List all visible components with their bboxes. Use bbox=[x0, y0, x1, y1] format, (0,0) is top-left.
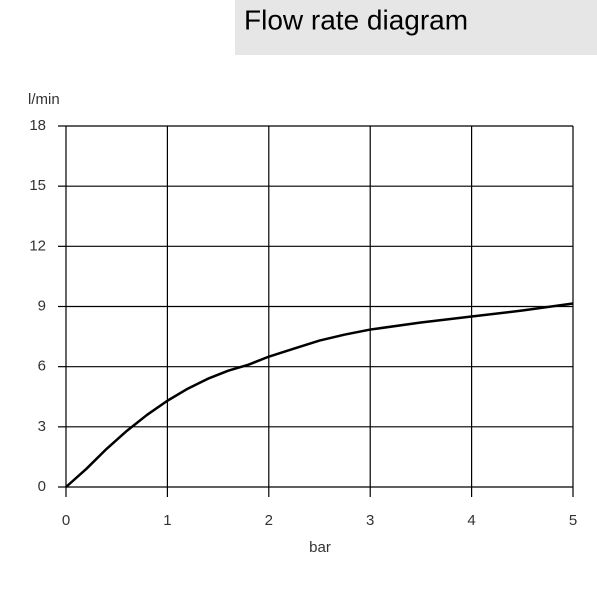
x-tick-label: 5 bbox=[569, 512, 577, 529]
y-tick-label: 15 bbox=[29, 177, 46, 194]
x-axis-label: bar bbox=[309, 539, 331, 556]
y-tick-label: 18 bbox=[29, 117, 46, 134]
x-tick-label: 2 bbox=[265, 512, 273, 529]
x-tick-label: 1 bbox=[163, 512, 171, 529]
y-tick-label: 6 bbox=[38, 358, 46, 375]
y-tick-label: 12 bbox=[29, 237, 46, 254]
title-box bbox=[235, 0, 597, 55]
x-tick-label: 3 bbox=[366, 512, 374, 529]
y-tick-label: 0 bbox=[38, 478, 46, 495]
chart-title: Flow rate diagram bbox=[244, 4, 468, 35]
y-tick-label: 3 bbox=[38, 418, 46, 435]
data-line bbox=[65, 302, 574, 488]
x-tick-label: 0 bbox=[62, 512, 70, 529]
y-axis-label: l/min bbox=[28, 91, 60, 108]
x-tick-label: 4 bbox=[467, 512, 475, 529]
y-tick-label: 9 bbox=[38, 297, 46, 314]
